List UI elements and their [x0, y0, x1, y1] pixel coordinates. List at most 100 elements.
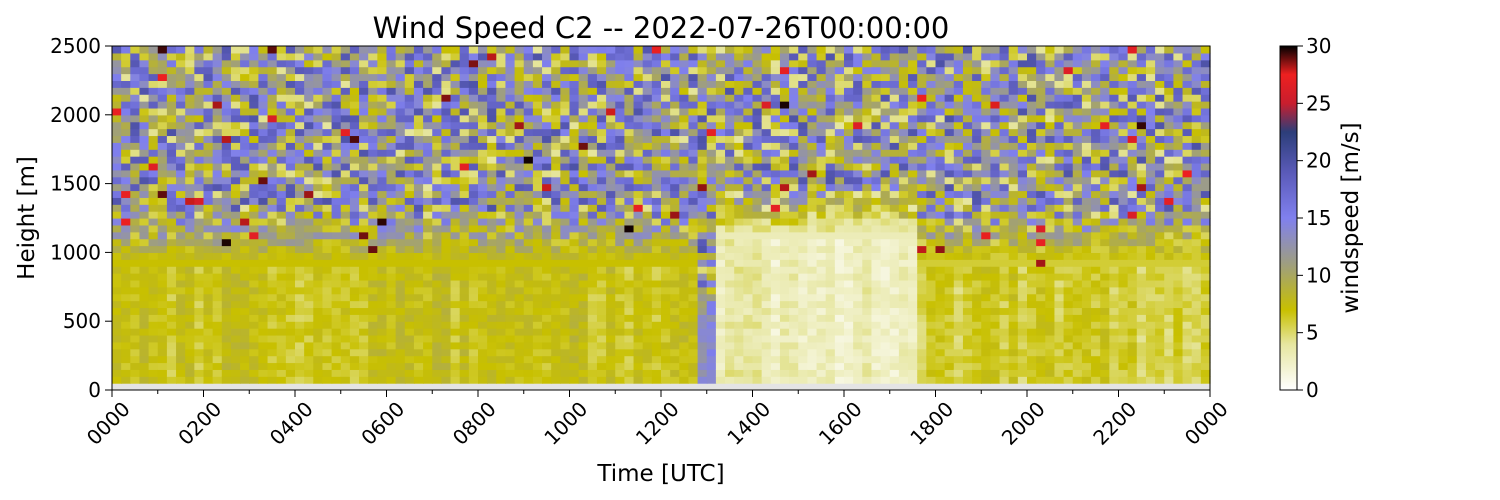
heatmap-cell	[441, 300, 452, 309]
heatmap-cell	[432, 176, 442, 185]
heatmap-cell	[313, 218, 324, 226]
heatmap-cell	[578, 73, 589, 81]
heatmap-cell	[112, 334, 122, 343]
heatmap-cell	[898, 300, 909, 309]
heatmap-cell	[459, 307, 470, 315]
heatmap-cell	[349, 94, 360, 102]
heatmap-cell	[725, 156, 735, 164]
heatmap-cell	[789, 321, 799, 329]
heatmap-cell	[386, 286, 397, 295]
heatmap-cell	[880, 66, 891, 75]
heatmap-cell	[478, 94, 488, 102]
heatmap-cell	[752, 293, 763, 302]
heatmap-cell	[798, 156, 808, 164]
heatmap-cell	[990, 362, 1001, 370]
heatmap-cell	[789, 355, 799, 364]
heatmap-cell	[212, 162, 223, 171]
heatmap-cell	[468, 211, 479, 219]
heatmap-cell	[121, 162, 131, 171]
heatmap-cell	[798, 362, 808, 370]
heatmap-cell	[404, 286, 415, 295]
heatmap-cell	[935, 87, 946, 95]
heatmap-cell	[862, 135, 873, 143]
heatmap-cell	[505, 190, 516, 198]
heatmap-cell	[487, 46, 497, 54]
heatmap-cell	[917, 334, 927, 343]
heatmap-cell	[423, 314, 433, 322]
heatmap-cell	[368, 101, 378, 109]
heatmap-cell	[743, 183, 754, 192]
heatmap-cell	[212, 369, 223, 377]
heatmap-cell	[267, 321, 278, 329]
heatmap-cell	[551, 149, 561, 157]
heatmap-cell	[871, 369, 882, 377]
heatmap-cell	[505, 46, 516, 54]
heatmap-cell	[798, 128, 808, 137]
heatmap-cell	[862, 279, 873, 288]
heatmap-cell	[578, 114, 589, 123]
heatmap-cell	[340, 190, 351, 198]
heatmap-cell	[642, 52, 653, 61]
heatmap-cell	[413, 273, 424, 281]
heatmap-cell	[844, 87, 854, 95]
heatmap-cell	[130, 46, 141, 54]
heatmap-cell	[523, 334, 534, 343]
heatmap-cell	[734, 128, 744, 137]
heatmap-cell	[139, 101, 150, 109]
heatmap-cell	[578, 66, 589, 75]
heatmap-cell	[130, 307, 141, 315]
heatmap-cell	[413, 162, 424, 171]
heatmap-cell	[322, 121, 333, 130]
heatmap-cell	[697, 218, 708, 226]
heatmap-cell	[478, 355, 488, 364]
heatmap-cell	[953, 286, 964, 295]
heatmap-cell	[505, 197, 516, 205]
heatmap-cell	[532, 362, 543, 370]
heatmap-cell	[953, 114, 964, 123]
heatmap-cell	[725, 231, 735, 240]
heatmap-cell	[725, 341, 735, 350]
heatmap-cell	[1036, 218, 1046, 226]
heatmap-cell	[340, 204, 351, 212]
heatmap-cell	[670, 169, 680, 178]
heatmap-cell	[176, 94, 186, 102]
heatmap-cell	[789, 273, 799, 281]
heatmap-cell	[624, 156, 635, 164]
heatmap-cell	[112, 252, 122, 260]
heatmap-cell	[661, 156, 671, 164]
heatmap-cell	[853, 348, 863, 357]
heatmap-cell	[285, 142, 296, 150]
heatmap-cell	[542, 328, 552, 336]
heatmap-cell	[734, 328, 744, 336]
heatmap-cell	[807, 259, 818, 267]
heatmap-cell	[112, 52, 122, 61]
heatmap-cell	[249, 114, 259, 123]
heatmap-cell	[258, 341, 269, 350]
heatmap-cell	[450, 66, 461, 75]
heatmap-cell	[395, 176, 406, 185]
heatmap-cell	[587, 169, 598, 178]
heatmap-cell	[962, 259, 973, 267]
heatmap-cell	[917, 204, 927, 212]
heatmap-cell	[404, 314, 415, 322]
heatmap-cell	[798, 238, 808, 247]
heatmap-cell	[468, 238, 479, 247]
heatmap-cell	[230, 80, 241, 88]
heatmap-cell	[240, 52, 250, 61]
heatmap-cell	[212, 224, 223, 233]
heatmap-cell	[779, 341, 790, 350]
heatmap-cell	[569, 286, 580, 295]
heatmap-cell	[734, 156, 744, 164]
heatmap-cell	[889, 169, 900, 178]
heatmap-cell	[157, 238, 168, 247]
heatmap-cell	[304, 176, 314, 185]
heatmap-cell	[194, 376, 205, 384]
heatmap-cell	[542, 66, 552, 75]
heatmap-cell	[532, 169, 543, 178]
heatmap-cell	[578, 162, 589, 171]
heatmap-cell	[423, 266, 433, 274]
heatmap-cell	[972, 80, 982, 88]
heatmap-cell	[825, 245, 836, 253]
heatmap-cell	[505, 259, 516, 267]
heatmap-cell	[487, 238, 497, 247]
